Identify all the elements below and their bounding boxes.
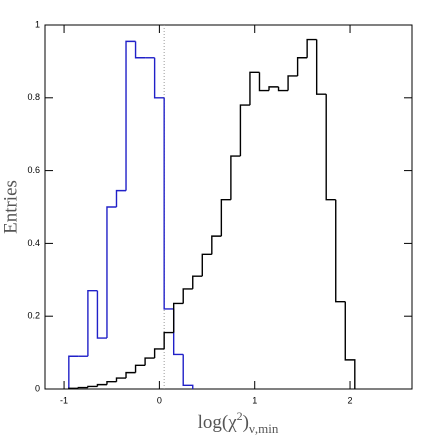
- histogram-bin: [87, 290, 98, 357]
- histogram-bin: [68, 387, 79, 389]
- y-tick-label: 0.6: [27, 165, 40, 175]
- histogram-bin: [258, 72, 270, 92]
- histogram-bin: [134, 41, 146, 59]
- histogram-bin: [125, 40, 136, 191]
- x-tick-label: 0: [157, 395, 162, 405]
- histogram-bin: [106, 206, 117, 339]
- x-label-sup: 2: [237, 409, 243, 423]
- histogram-bin: [115, 189, 127, 207]
- x-axis-label: log(χ2)ν,min: [198, 409, 279, 436]
- histogram-bin: [268, 86, 279, 91]
- histogram-bin: [192, 275, 203, 289]
- histogram-bin: [201, 253, 212, 277]
- histogram-bin: [96, 290, 107, 339]
- histogram-bin: [325, 94, 336, 201]
- x-tick-label: 2: [348, 395, 353, 405]
- histogram-bin: [182, 354, 194, 389]
- histogram-bin: [144, 357, 155, 366]
- histogram-bin: [249, 71, 260, 106]
- histogram-bin: [115, 377, 127, 382]
- histogram-bin: [220, 199, 231, 237]
- x-label-base: log(χ: [198, 412, 238, 433]
- histogram-bin: [296, 57, 308, 76]
- histogram-bin: [182, 288, 193, 304]
- histogram-bin: [335, 199, 346, 303]
- y-tick-label: 0: [35, 383, 40, 393]
- histogram-bin: [134, 364, 146, 373]
- histogram-bin: [230, 155, 241, 200]
- histogram-bin: [239, 104, 250, 157]
- y-tick-label: 0.8: [27, 92, 40, 102]
- plot-frame: [44, 24, 413, 390]
- histogram-bin: [153, 348, 165, 359]
- histogram-bin: [344, 301, 356, 389]
- histogram-bin: [163, 331, 174, 349]
- histogram-bin: [77, 386, 88, 389]
- histogram-bin: [163, 97, 174, 310]
- histogram-bin: [87, 385, 98, 388]
- x-tick-label: 1: [252, 395, 257, 405]
- histogram-bin: [306, 38, 317, 58]
- histogram-bin: [153, 57, 165, 99]
- x-tick-label: -1: [60, 395, 68, 405]
- histogram-bin: [172, 308, 184, 356]
- y-axis-label: Entries: [0, 180, 21, 234]
- histogram-bin: [125, 371, 136, 379]
- x-label-sub: ν,min: [249, 421, 279, 436]
- histogram-bin: [172, 302, 184, 333]
- y-tick-label: 0.2: [27, 311, 40, 321]
- histogram-bin: [277, 86, 289, 92]
- histogram-bin: [106, 381, 117, 385]
- histogram-bin: [96, 383, 107, 387]
- y-tick-label: 1: [35, 19, 40, 29]
- histogram-bin: [287, 75, 298, 91]
- x-label-close: ): [243, 412, 249, 433]
- y-tick-label: 0.4: [27, 238, 40, 248]
- histogram-bin: [315, 39, 327, 95]
- histogram-bin: [68, 355, 79, 389]
- histogram-bin: [211, 235, 222, 255]
